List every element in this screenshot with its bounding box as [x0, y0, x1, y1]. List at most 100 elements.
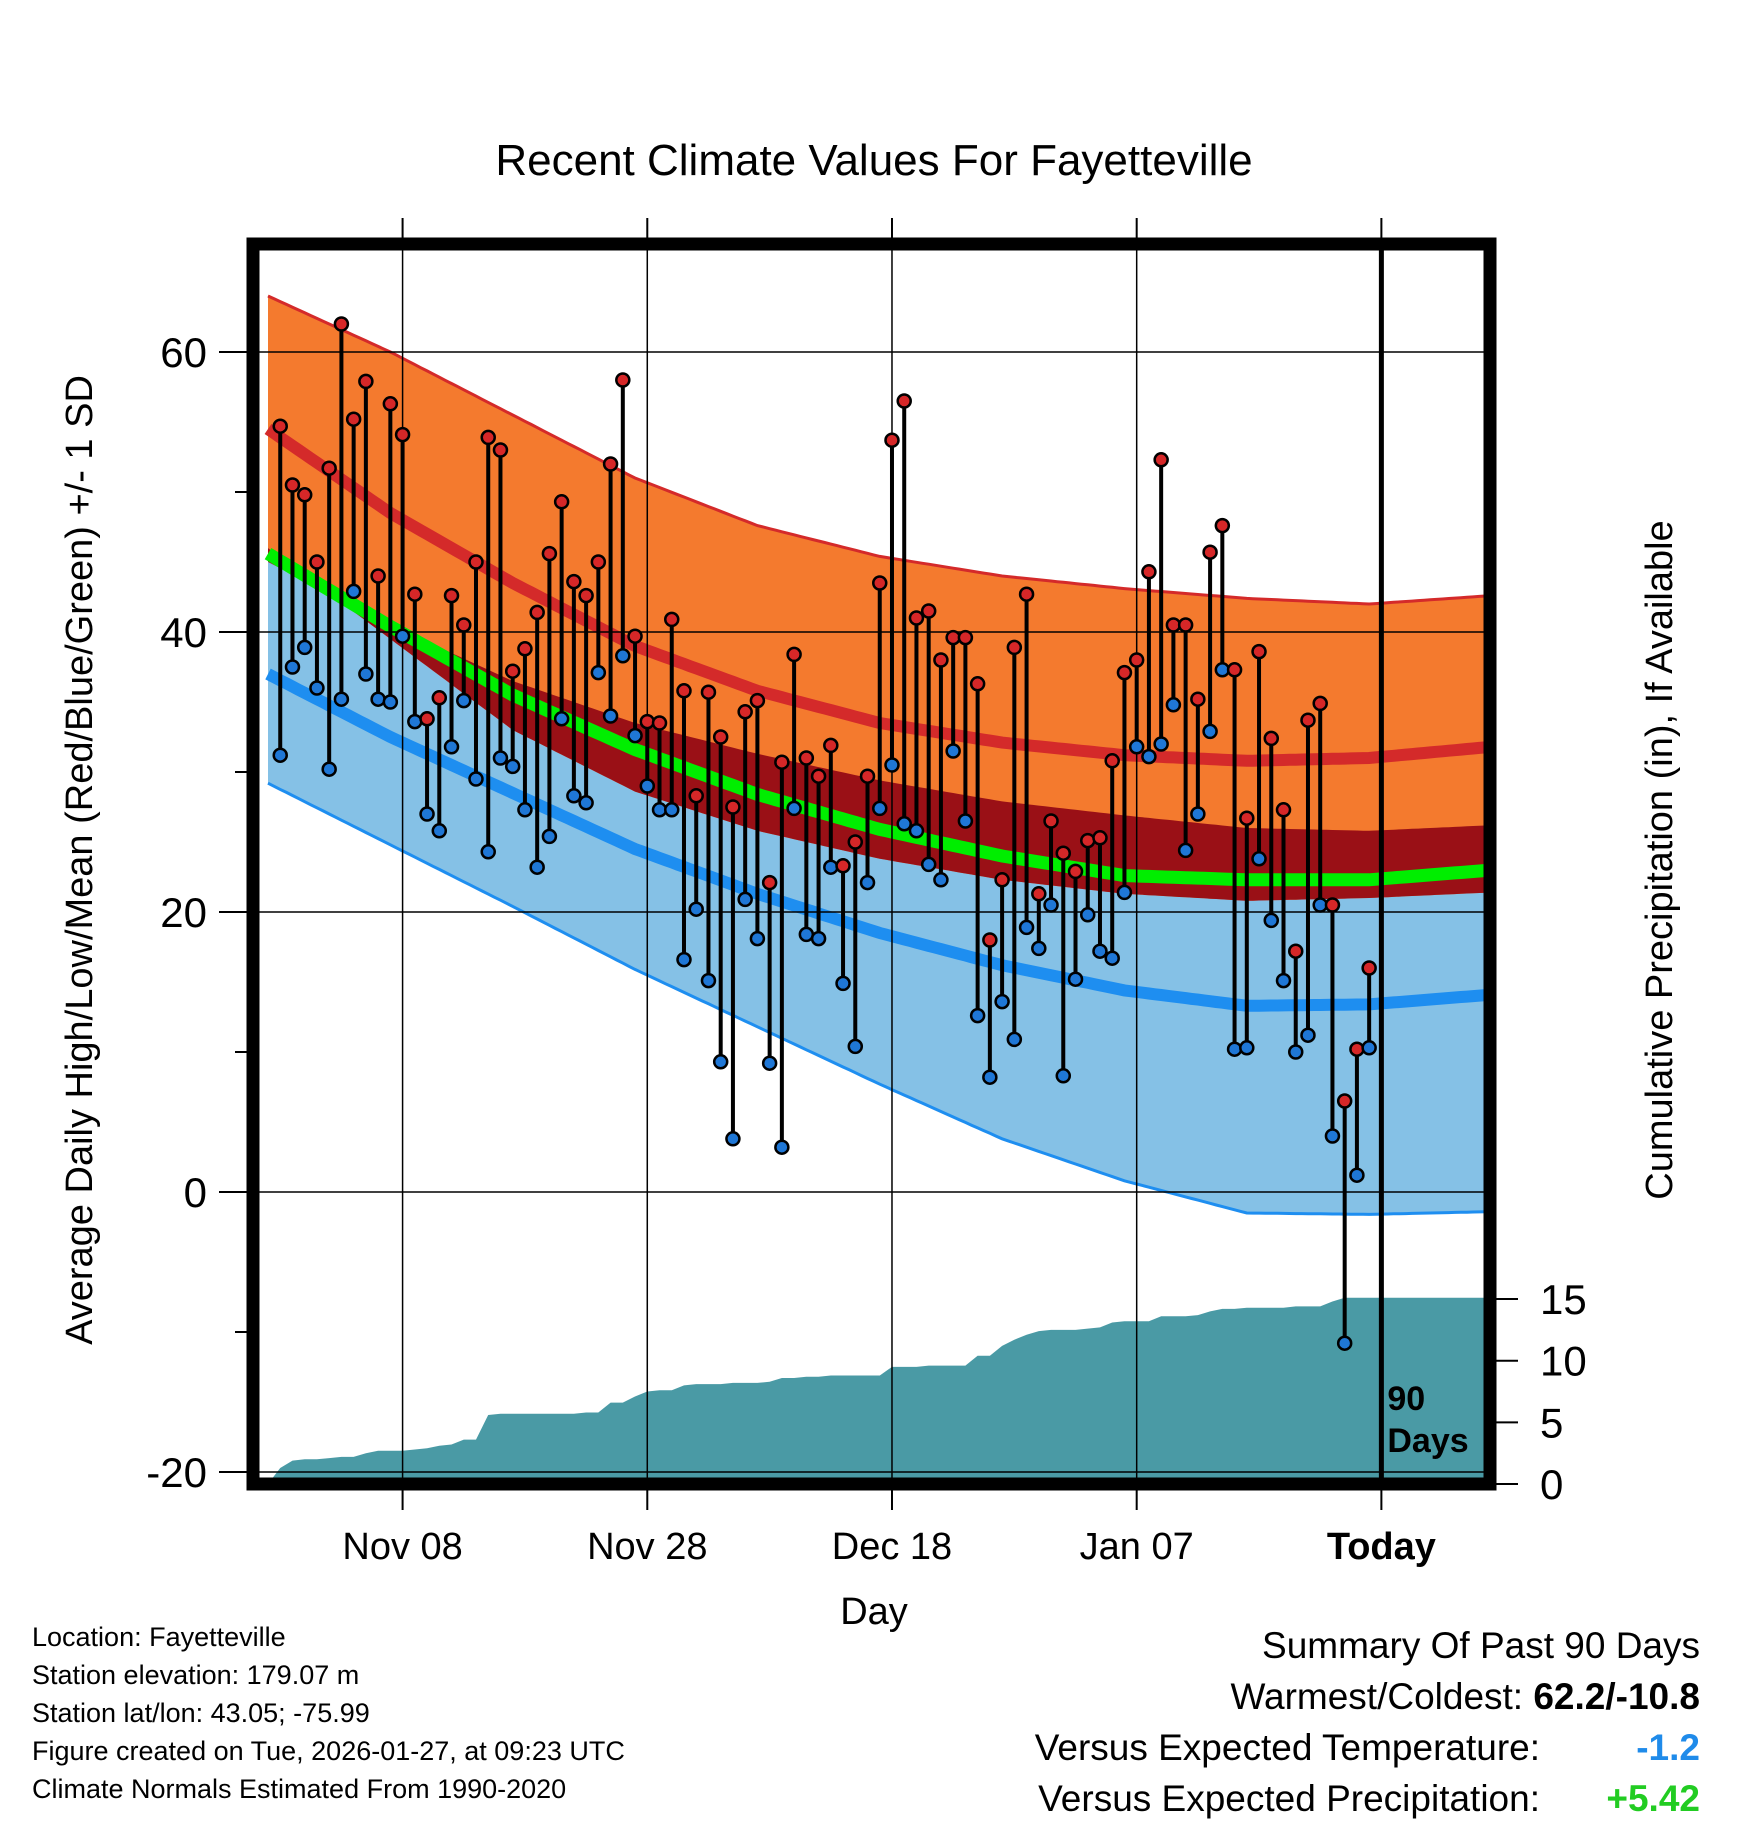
high-temp-point: [309, 554, 325, 570]
low-temp-point: [1067, 971, 1084, 987]
high-temp-point: [333, 316, 350, 332]
low-temp-point: [1202, 723, 1218, 740]
high-temp-point: [284, 477, 301, 493]
latlon-text: Station lat/lon: 43.05; -75.99: [32, 1698, 370, 1728]
low-temp-point: [737, 891, 753, 908]
x-tick-label: Jan 07: [1080, 1526, 1194, 1568]
high-temp-point: [345, 411, 362, 427]
high-temp-point: [578, 587, 594, 604]
low-temp-point: [1031, 940, 1047, 957]
low-temp-point: [443, 739, 460, 755]
low-temp-point: [1153, 736, 1169, 752]
location-text: Location: Fayetteville: [32, 1622, 286, 1652]
low-temp-point: [1018, 919, 1035, 936]
high-temp-point: [957, 629, 974, 646]
low-temp-point: [602, 708, 619, 724]
low-temp-point: [786, 800, 802, 817]
high-plus-sd-line: [267, 294, 1492, 606]
low-temp-point: [1165, 697, 1182, 713]
high-temp-point: [664, 611, 680, 628]
low-temp-point: [333, 691, 350, 707]
high-temp-point: [1043, 813, 1059, 829]
y-tick-label: 20: [160, 889, 207, 936]
low-temp-point: [480, 844, 496, 860]
high-temp-point: [1067, 863, 1084, 880]
high-temp-point: [407, 586, 423, 602]
low-temp-point: [957, 813, 974, 829]
low-temp-point: [1263, 912, 1280, 929]
x-tick-label: Today: [1327, 1526, 1436, 1568]
high-temp-point: [700, 684, 717, 700]
high-temp-point: [896, 393, 912, 409]
low-temp-point: [345, 583, 362, 600]
low-temp-point: [456, 692, 472, 709]
low-temp-point: [321, 761, 337, 777]
y-tick-label: -20: [146, 1449, 207, 1496]
low-temp-point: [1128, 739, 1145, 755]
y-tick-label: 60: [160, 329, 207, 376]
warmest-coldest-label: Warmest/Coldest:: [1230, 1676, 1524, 1717]
high-temp-point: [1018, 586, 1035, 602]
low-temp-point: [884, 757, 900, 773]
low-temp-point: [1043, 897, 1059, 913]
high-temp-point: [737, 704, 753, 720]
high-temp-point: [749, 692, 766, 709]
high-temp-point: [810, 768, 827, 784]
high-temp-point: [1263, 730, 1280, 747]
low-temp-point: [382, 694, 399, 710]
high-temp-point: [725, 799, 741, 815]
high-temp-point: [798, 750, 815, 766]
low-temp-point: [1239, 1040, 1255, 1056]
high-temp-point: [419, 711, 435, 727]
low-temp-point: [969, 1007, 986, 1024]
high-temp-point: [823, 737, 839, 754]
high-temp-point: [774, 754, 790, 770]
low-temp-point: [664, 802, 680, 818]
high-temp-point: [1092, 830, 1108, 846]
low-temp-point: [859, 874, 876, 891]
high-temp-point: [835, 858, 851, 874]
low-temp-point: [1336, 1335, 1353, 1351]
summary-panel: Summary Of Past 90 Days Warmest/Coldest:…: [1035, 1620, 1700, 1824]
low-temp-point: [1177, 842, 1194, 859]
low-temp-point: [553, 711, 570, 727]
high-temp-point: [1079, 832, 1096, 849]
precipitation-area: [268, 1297, 1490, 1484]
low-temp-point: [1300, 1027, 1316, 1043]
low-temp-point: [529, 859, 545, 875]
x-tick-label: Nov 08: [342, 1526, 462, 1568]
high-temp-point: [321, 460, 337, 476]
high-temp-point: [627, 628, 643, 644]
low-temp-point: [847, 1038, 864, 1055]
high-temp-point: [541, 545, 558, 562]
temp-label: Versus Expected Temperature:: [1034, 1727, 1540, 1768]
low-temp-point: [761, 1055, 778, 1071]
high-temp-point: [1312, 695, 1328, 712]
high-temp-point: [1349, 1041, 1365, 1057]
y-tick-label: 0: [184, 1169, 207, 1216]
high-temp-point: [1141, 564, 1157, 580]
high-temp-point: [1202, 544, 1218, 560]
low-temp-point: [468, 771, 484, 787]
station-info: Location: Fayetteville Station elevation…: [32, 1618, 625, 1808]
low-temp-point: [1116, 884, 1133, 901]
summary-precip: Versus Expected Precipitation: +5.42: [1035, 1773, 1700, 1824]
low-temp-point: [1226, 1041, 1243, 1057]
temp-value: -1.2: [1636, 1727, 1700, 1768]
low-temp-point: [1275, 972, 1292, 989]
today-days-number: 90: [1387, 1380, 1425, 1418]
y2-tick-label: 15: [1540, 1276, 1587, 1323]
high-temp-point: [529, 604, 545, 621]
y-axis-label: Average Daily High/Low/Mean (Red/Blue/Gr…: [59, 375, 101, 1345]
today-days-word: Days: [1387, 1422, 1468, 1460]
high-temp-point: [1214, 517, 1231, 534]
high-temp-point: [1239, 810, 1255, 826]
high-temp-point: [847, 834, 864, 850]
low-temp-point: [296, 639, 313, 656]
low-temp-point: [639, 778, 656, 794]
high-temp-point: [1128, 652, 1145, 668]
low-temp-point: [982, 1069, 998, 1085]
high-temp-point: [480, 429, 496, 446]
summary-warmest-coldest: Warmest/Coldest: 62.2/-10.8: [1035, 1671, 1700, 1722]
high-temp-point: [370, 568, 386, 584]
